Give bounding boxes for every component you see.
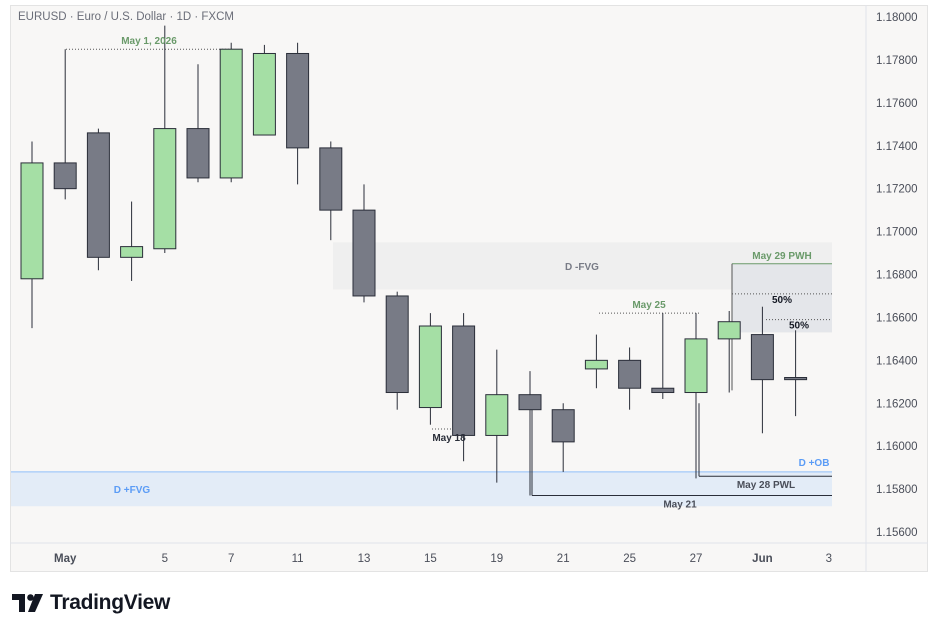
x-tick-label: May <box>54 553 77 565</box>
candle-body <box>750 334 774 381</box>
candle[interactable] <box>551 403 575 472</box>
x-tick-label: 25 <box>623 553 636 565</box>
candle-body <box>418 325 442 409</box>
candle[interactable] <box>286 42 310 185</box>
pos-fvg-label: D +FVG <box>114 485 151 496</box>
candle-body <box>20 162 44 280</box>
candle[interactable] <box>651 313 675 399</box>
may1-label: May 1, 2026 <box>121 36 177 47</box>
candle-body <box>86 132 110 258</box>
y-tick-label: 1.17000 <box>876 227 918 239</box>
price-chart[interactable]: May 1, 2026 May 29 PWH May 25 May 18 D +OB Ma… <box>0 0 939 580</box>
candle-body <box>219 48 243 179</box>
may21-label: May 21 <box>663 500 697 511</box>
pos-fvg-zone <box>11 471 832 507</box>
logo-text: TradingView <box>50 591 171 614</box>
candle[interactable] <box>319 141 343 241</box>
candle-body <box>452 325 476 436</box>
candle-body <box>286 52 310 149</box>
candle-body <box>618 359 642 389</box>
x-tick-label: 27 <box>690 553 703 565</box>
y-tick-label: 1.17200 <box>876 184 918 196</box>
candle[interactable] <box>186 64 210 183</box>
may25-label: May 25 <box>632 300 666 311</box>
x-tick-label: Jun <box>752 553 772 565</box>
candle[interactable] <box>219 42 243 183</box>
candle-body <box>651 387 675 394</box>
x-tick-label: 3 <box>826 553 832 565</box>
candle[interactable] <box>352 184 376 303</box>
candle-body <box>784 377 808 381</box>
candle[interactable] <box>20 141 44 329</box>
tradingview-logo[interactable]: TradingView <box>12 590 170 616</box>
candle-body <box>53 162 77 190</box>
zones-layer <box>11 242 832 507</box>
x-tick-label: 7 <box>228 553 234 565</box>
candle[interactable] <box>518 371 542 496</box>
candle-body <box>717 321 741 340</box>
candle[interactable] <box>485 349 509 483</box>
candle[interactable] <box>750 306 774 434</box>
pwh-label: May 29 PWH <box>752 251 811 262</box>
candle[interactable] <box>584 334 608 389</box>
candle[interactable] <box>86 128 110 271</box>
candle[interactable] <box>153 25 177 254</box>
x-tick-label: 13 <box>358 553 371 565</box>
x-tick-label: 19 <box>490 553 503 565</box>
candle[interactable] <box>717 310 741 393</box>
candle-body <box>153 128 177 250</box>
y-tick-label: 1.17800 <box>876 55 918 67</box>
candle[interactable] <box>252 44 276 136</box>
y-tick-label: 1.18000 <box>876 12 918 24</box>
candle[interactable] <box>618 347 642 410</box>
candle[interactable] <box>452 313 476 462</box>
candle-body <box>186 128 210 179</box>
candle-body <box>252 52 276 136</box>
candle-body <box>485 394 509 436</box>
fib-50-lower-label: 50% <box>789 321 809 332</box>
axes-layer: 1.18000 1.17800 1.17600 1.17400 1.17200 1.170… <box>10 5 928 572</box>
candle[interactable] <box>784 330 808 417</box>
candle-body <box>352 209 376 297</box>
y-tick-label: 1.15600 <box>876 527 918 539</box>
candle-body <box>518 394 542 411</box>
x-tick-label: 11 <box>292 553 304 565</box>
candle-body <box>319 147 343 211</box>
candle-body <box>551 409 575 443</box>
y-tick-label: 1.16800 <box>876 270 918 282</box>
candle-body <box>684 338 708 394</box>
y-tick-label: 1.17600 <box>876 98 918 110</box>
may18-label: May 18 <box>432 433 466 444</box>
neg-fvg-label: D -FVG <box>565 262 599 273</box>
pos-ob-label: D +OB <box>799 458 830 469</box>
chart-title: EURUSD · Euro / U.S. Dollar · 1D · FXCM <box>18 11 234 23</box>
candle[interactable] <box>385 291 409 410</box>
tradingview-logo-icon <box>12 594 43 612</box>
y-tick-label: 1.17400 <box>876 141 918 153</box>
candle[interactable] <box>120 201 144 281</box>
y-tick-label: 1.16200 <box>876 398 918 410</box>
fib-box <box>732 263 832 333</box>
candle[interactable] <box>53 49 77 200</box>
y-tick-label: 1.16000 <box>876 441 918 453</box>
pwl-label: May 28 PWL <box>737 480 795 491</box>
y-tick-label: 1.16600 <box>876 312 918 324</box>
candle-body <box>584 359 608 370</box>
y-tick-label: 1.16400 <box>876 355 918 367</box>
x-tick-label: 15 <box>424 553 437 565</box>
candle[interactable] <box>684 313 708 479</box>
x-tick-label: 21 <box>557 553 570 565</box>
annotation-labels: May 1, 2026 May 29 PWH May 25 May 18 D +OB Ma… <box>114 36 830 510</box>
y-tick-label: 1.15800 <box>876 484 918 496</box>
candle-body <box>120 246 144 258</box>
fib-50-upper-label: 50% <box>772 295 792 306</box>
candle-body <box>385 295 409 394</box>
x-tick-label: 5 <box>162 553 168 565</box>
candle[interactable] <box>418 313 442 425</box>
candles-layer[interactable] <box>20 25 808 496</box>
